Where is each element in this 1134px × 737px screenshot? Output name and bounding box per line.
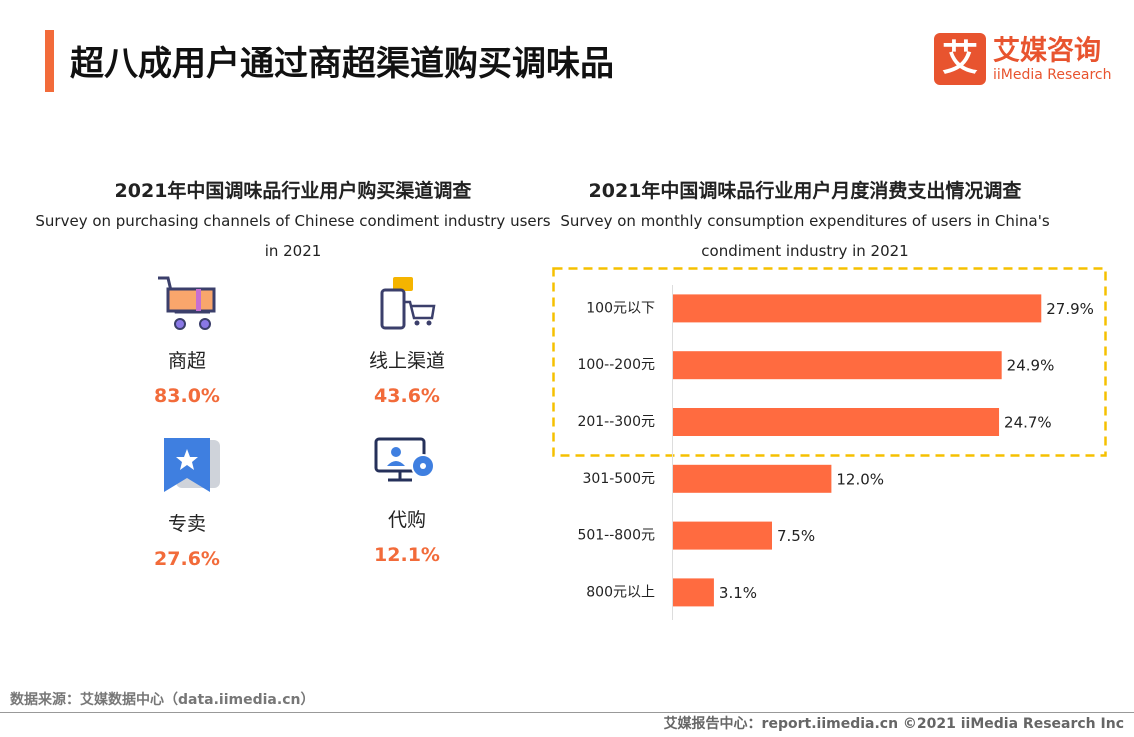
- left-subtitle: Survey on purchasing channels of Chinese…: [35, 212, 551, 260]
- value-label: 24.9%: [1007, 357, 1055, 375]
- page-title: 超八成用户通过商超渠道购买调味品: [70, 44, 614, 84]
- value-label: 12.0%: [836, 470, 884, 488]
- value-label: 24.7%: [1004, 414, 1052, 432]
- bar: [673, 408, 1000, 436]
- bar-chart: 100元以下 27.9% 100--200元 24.9% 201--300元 24.7% 3…: [577, 294, 1094, 607]
- logo-mark: 艾: [942, 38, 978, 79]
- highlight-box: [552, 267, 1107, 457]
- store-icon: [164, 438, 220, 492]
- category-label: 100元以下: [586, 300, 655, 316]
- channel-label: 代购: [387, 509, 426, 531]
- channel-value: 12.1%: [374, 544, 440, 566]
- channel-value: 83.0%: [154, 385, 220, 407]
- channel-value: 27.6%: [154, 548, 220, 570]
- bar: [673, 521, 772, 550]
- channel-label: 商超: [167, 350, 206, 372]
- category-label: 501--800元: [577, 528, 655, 544]
- channel-value: 43.6%: [374, 385, 440, 407]
- bar: [673, 351, 1002, 380]
- value-label: 3.1%: [719, 584, 757, 602]
- cart-icon: [158, 276, 216, 330]
- chart-subtitle: Survey on monthly consumption expenditur…: [560, 212, 1050, 260]
- bar: [673, 464, 832, 493]
- title-accent: [45, 30, 54, 92]
- category-label: 800元以上: [586, 584, 655, 600]
- channel-label: 专卖: [167, 513, 206, 535]
- value-label: 27.9%: [1046, 300, 1094, 318]
- category-label: 100--200元: [577, 357, 655, 373]
- logo-en: iiMedia Research: [993, 67, 1112, 83]
- bar: [673, 578, 714, 607]
- logo-cn: 艾媒咨询: [993, 35, 1101, 67]
- left-title: 2021年中国调味品行业用户购买渠道调查: [114, 180, 472, 202]
- daigou-icon: [374, 437, 435, 482]
- bar: [673, 294, 1042, 323]
- online-icon: [380, 277, 436, 330]
- value-label: 7.5%: [777, 527, 815, 545]
- logo-box: [934, 33, 986, 85]
- channel-label: 线上渠道: [368, 350, 445, 372]
- credit: 艾媒报告中心：report.iimedia.cn ©2021 iiMedia R…: [663, 716, 1124, 732]
- source-note: 数据来源：艾媒数据中心（data.iimedia.cn）: [10, 692, 315, 708]
- category-label: 301-500元: [583, 471, 656, 487]
- chart-title: 2021年中国调味品行业用户月度消费支出情况调查: [588, 180, 1022, 202]
- category-label: 201--300元: [577, 414, 655, 430]
